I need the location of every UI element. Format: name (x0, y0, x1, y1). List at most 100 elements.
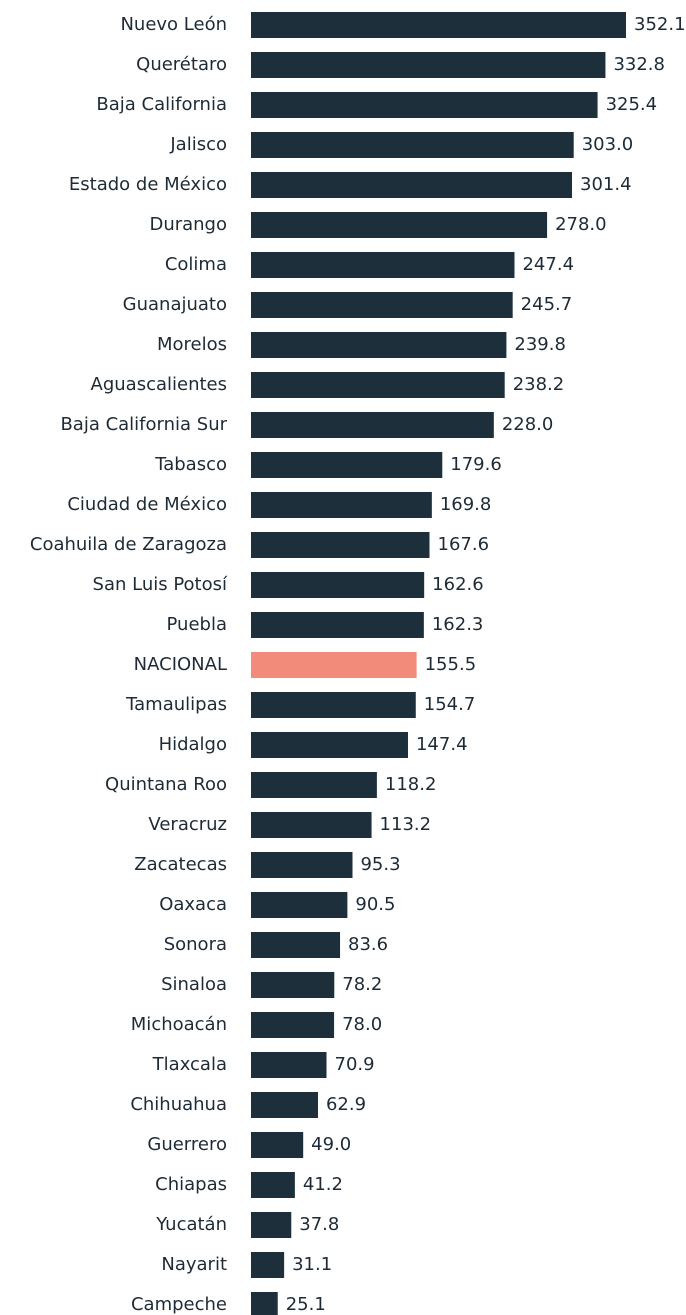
bar (251, 92, 598, 118)
value-label: 49.0 (311, 1134, 351, 1155)
category-label: Tlaxcala (152, 1054, 227, 1075)
bar (251, 212, 548, 238)
category-label: Ciudad de México (67, 494, 227, 515)
value-label: 167.6 (438, 534, 490, 555)
value-label: 162.6 (432, 574, 484, 595)
bar (251, 372, 505, 398)
value-label: 70.9 (335, 1054, 375, 1075)
bar (251, 932, 341, 958)
bar (251, 172, 573, 198)
value-label: 95.3 (360, 854, 400, 875)
category-label: Estado de México (69, 174, 227, 195)
value-label: 41.2 (303, 1174, 343, 1195)
value-label: 31.1 (292, 1254, 332, 1275)
bar (251, 1092, 318, 1118)
bar (251, 1132, 304, 1158)
value-label: 154.7 (424, 694, 476, 715)
category-label: Querétaro (136, 54, 227, 75)
category-label: Veracruz (148, 814, 227, 835)
category-label: Sinaloa (161, 974, 227, 995)
category-label: Oaxaca (159, 894, 227, 915)
category-label: Campeche (131, 1294, 227, 1315)
value-label: 37.8 (299, 1214, 339, 1235)
bar (251, 812, 372, 838)
category-label: San Luis Potosí (93, 574, 228, 595)
value-label: 301.4 (580, 174, 632, 195)
bar (251, 132, 574, 158)
bar (251, 572, 425, 598)
value-label: 228.0 (502, 414, 554, 435)
category-label: Colima (165, 254, 227, 275)
value-label: 62.9 (326, 1094, 366, 1115)
value-label: 325.4 (606, 94, 658, 115)
bar (251, 732, 408, 758)
bar (251, 332, 507, 358)
category-label: NACIONAL (134, 654, 227, 675)
category-label: Michoacán (131, 1014, 227, 1035)
value-label: 162.3 (432, 614, 484, 635)
value-label: 118.2 (385, 774, 437, 795)
bar (251, 972, 335, 998)
value-label: 113.2 (380, 814, 432, 835)
value-label: 78.0 (342, 1014, 382, 1035)
value-label: 238.2 (513, 374, 565, 395)
value-label: 83.6 (348, 934, 388, 955)
bar (251, 1172, 295, 1198)
bar (251, 12, 626, 38)
category-label: Hidalgo (159, 734, 227, 755)
category-label: Nayarit (161, 1254, 227, 1275)
value-label: 278.0 (555, 214, 607, 235)
value-label: 169.8 (440, 494, 492, 515)
bar (251, 892, 348, 918)
category-label: Coahuila de Zaragoza (30, 534, 227, 555)
category-label: Tamaulipas (125, 694, 227, 715)
category-label: Quintana Roo (105, 774, 227, 795)
category-label: Zacatecas (134, 854, 227, 875)
bar (251, 452, 443, 478)
category-label: Aguascalientes (91, 374, 227, 395)
value-label: 147.4 (416, 734, 468, 755)
bar (251, 1212, 292, 1238)
bar (251, 772, 377, 798)
bar (251, 1292, 278, 1315)
value-label: 179.6 (450, 454, 502, 475)
category-label: Chiapas (155, 1174, 227, 1195)
bar (251, 412, 494, 438)
category-label: Tabasco (154, 454, 227, 475)
bar (251, 532, 430, 558)
bar (251, 692, 416, 718)
bar (251, 1012, 335, 1038)
value-label: 155.5 (425, 654, 477, 675)
category-label: Baja California Sur (60, 414, 227, 435)
bar (251, 652, 417, 678)
category-label: Jalisco (169, 134, 227, 155)
value-label: 78.2 (342, 974, 382, 995)
bar (251, 612, 424, 638)
bar (251, 52, 606, 78)
value-label: 245.7 (521, 294, 573, 315)
category-label: Puebla (167, 614, 227, 635)
bar (251, 852, 353, 878)
category-label: Yucatán (155, 1214, 227, 1235)
category-label: Nuevo León (120, 14, 227, 35)
value-label: 303.0 (582, 134, 634, 155)
value-label: 25.1 (286, 1294, 326, 1315)
category-label: Baja California (96, 94, 227, 115)
value-label: 247.4 (522, 254, 574, 275)
category-label: Morelos (157, 334, 227, 355)
value-label: 239.8 (514, 334, 566, 355)
value-label: 332.8 (613, 54, 665, 75)
bar (251, 252, 515, 278)
category-label: Guerrero (147, 1134, 227, 1155)
bar (251, 1052, 327, 1078)
category-label: Guanajuato (123, 294, 227, 315)
bar (251, 292, 513, 318)
value-label: 352.1 (634, 14, 686, 35)
bar (251, 492, 432, 518)
category-label: Durango (149, 214, 227, 235)
bar (251, 1252, 285, 1278)
value-label: 90.5 (355, 894, 395, 915)
category-label: Chihuahua (130, 1094, 227, 1115)
category-label: Sonora (164, 934, 227, 955)
